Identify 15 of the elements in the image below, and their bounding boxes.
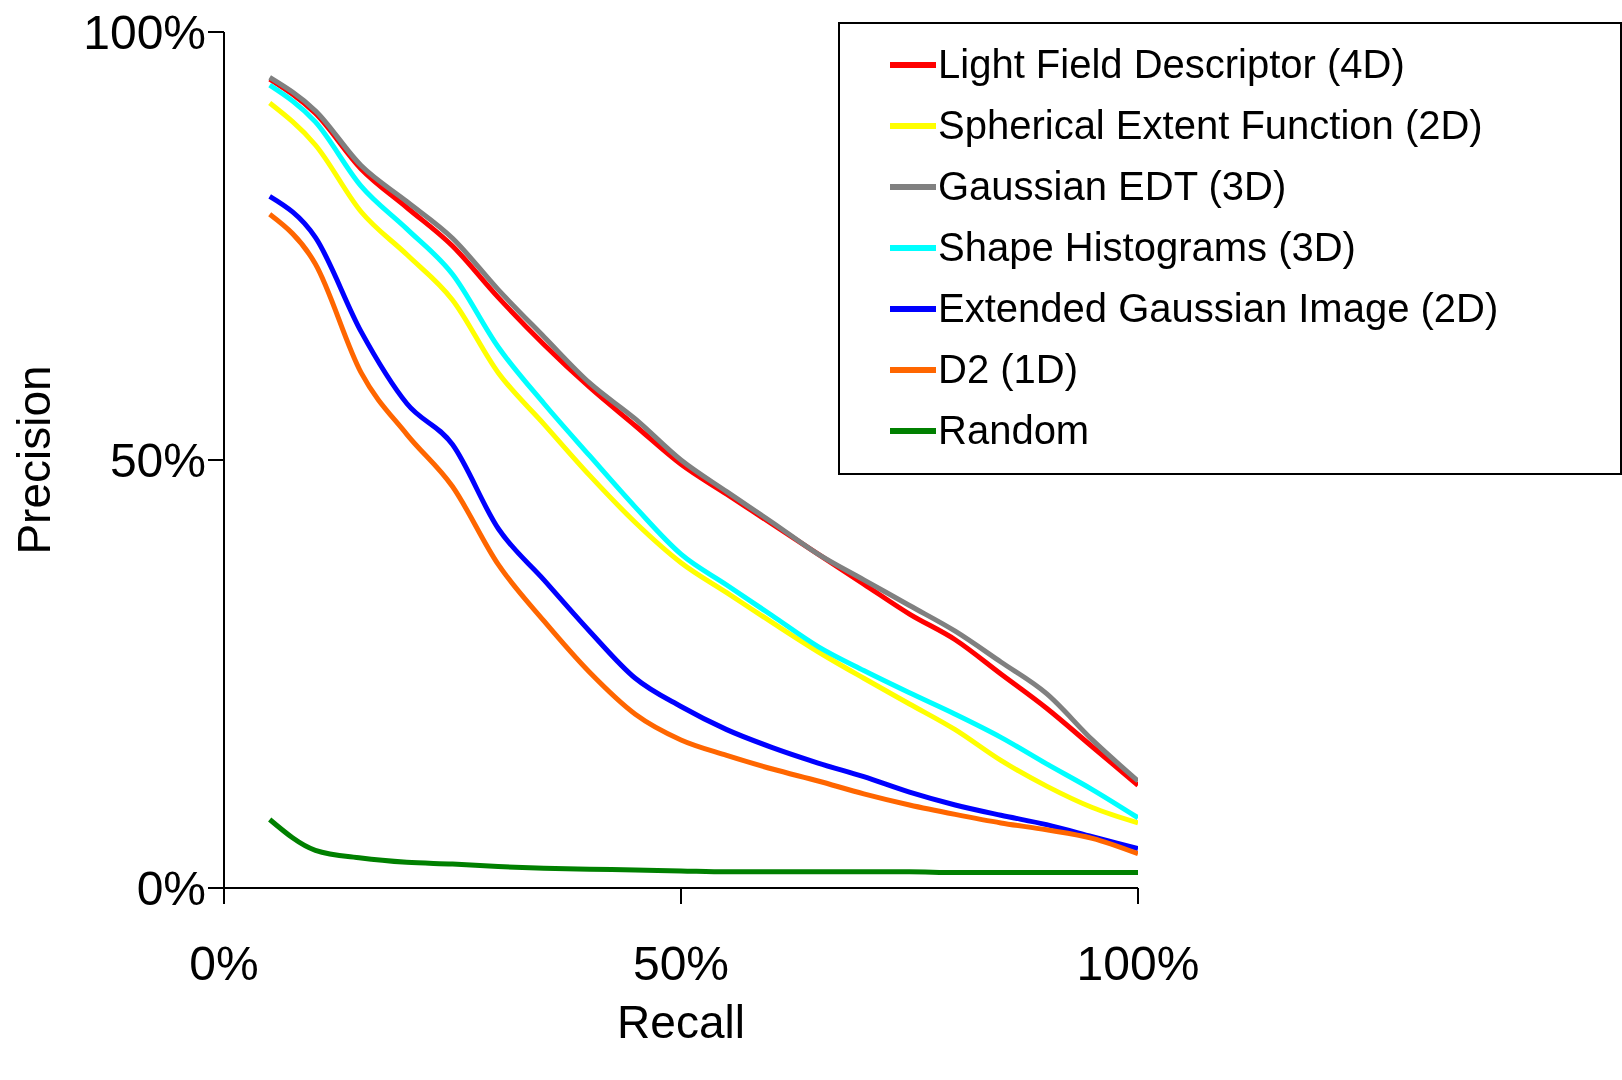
legend-label: Random: [938, 408, 1090, 453]
legend-label: Light Field Descriptor (4D): [938, 42, 1405, 87]
x-axis-title: Recall: [617, 996, 745, 1048]
x-tick-label: 50%: [632, 937, 730, 991]
legend-label: Gaussian EDT (3D): [938, 164, 1287, 209]
legend-label: Shape Histograms (3D): [938, 225, 1356, 270]
y-axis-title: Precision: [8, 365, 61, 555]
y-tick-label: 50%: [109, 434, 206, 488]
x-tick-label: 0%: [189, 937, 259, 991]
legend-label: Extended Gaussian Image (2D): [938, 286, 1499, 331]
y-tick-label: 0%: [136, 862, 206, 916]
legend-label: D2 (1D): [938, 347, 1079, 392]
x-tick-label: 100%: [1076, 937, 1200, 991]
y-tick-label: 100%: [83, 6, 206, 60]
legend-label: Spherical Extent Function (2D): [938, 103, 1483, 148]
